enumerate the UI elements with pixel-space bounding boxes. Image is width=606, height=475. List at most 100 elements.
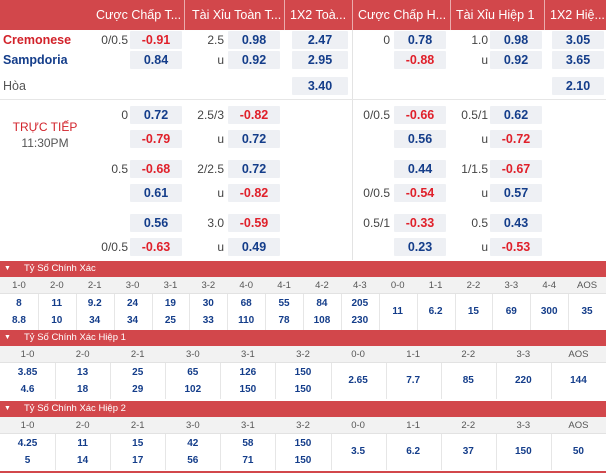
score-odds[interactable]: 85 [462,375,474,386]
score-odds[interactable]: 34 [127,315,139,326]
collapse-caret-icon[interactable]: ▼ [4,265,11,272]
score-odds[interactable]: 150 [294,438,312,449]
h1-hdp-odds-cell[interactable]: -0.66 [394,106,446,124]
score-odds[interactable]: 42 [187,438,199,449]
score-odds[interactable]: 34 [89,315,101,326]
h1-1x2-odds-cell[interactable]: 3.05 [552,31,604,49]
section-header[interactable]: ▼ Tỷ Số Chính Xác Hiệp 1 [0,330,606,346]
h1-ou-odds-cell[interactable]: 0.92 [490,51,542,69]
score-odds[interactable]: 3.5 [351,446,366,457]
score-odds[interactable]: 3.85 [17,367,38,378]
score-odds[interactable]: 19 [164,298,176,309]
score-odds[interactable]: 4.6 [20,384,35,395]
hdp-odds-cell[interactable]: -0.91 [130,31,182,49]
1x2-odds-cell[interactable]: 2.47 [292,31,348,49]
score-odds[interactable]: 25 [132,367,144,378]
score-odds[interactable]: 11 [392,306,403,317]
score-odds[interactable]: 110 [238,315,255,326]
hdp-odds-cell[interactable]: 0.56 [130,214,182,232]
score-odds[interactable]: 24 [127,298,139,309]
header-over-under-half[interactable]: Tài Xỉu Hiệp 1 [456,8,535,22]
header-handicap-half[interactable]: Cược Chấp H... [358,8,447,22]
score-odds[interactable]: 6.2 [406,446,421,457]
score-odds[interactable]: 2.65 [348,375,368,386]
h1-1x2-odds-cell[interactable]: 3.65 [552,51,604,69]
score-odds[interactable]: 14 [77,455,89,466]
hdp-odds-cell[interactable]: -0.63 [130,238,182,256]
score-odds[interactable]: 29 [132,384,144,395]
section-header[interactable]: ▼ Tỷ Số Chính Xác Hiệp 2 [0,401,606,417]
score-odds[interactable]: 50 [572,446,584,457]
header-handicap-full[interactable]: Cược Chấp T... [96,8,182,22]
h1-1x2-odds-cell[interactable]: 2.10 [552,77,604,95]
score-odds[interactable]: 4.25 [17,438,38,449]
score-odds[interactable]: 150 [294,455,312,466]
score-odds[interactable]: 150 [239,384,257,395]
h1-hdp-odds-cell[interactable]: -0.88 [394,51,446,69]
score-odds[interactable]: 56 [187,455,199,466]
score-odds[interactable]: 230 [351,315,369,326]
h1-hdp-odds-cell[interactable]: -0.54 [394,184,446,202]
1x2-odds-cell[interactable]: 3.40 [292,77,348,95]
ou-odds-cell[interactable]: 0.98 [228,31,280,49]
score-odds[interactable]: 68 [240,298,252,309]
score-odds[interactable]: 102 [184,384,202,395]
away-team-name[interactable]: Sampdoria [3,53,68,67]
score-odds[interactable]: 150 [294,367,312,378]
score-odds[interactable]: 8 [16,298,22,309]
ou-odds-cell[interactable]: 0.72 [228,160,280,178]
ou-odds-cell[interactable]: 0.92 [228,51,280,69]
score-odds[interactable]: 300 [540,306,558,317]
home-team-name[interactable]: Cremonese [3,33,72,47]
score-odds[interactable]: 6.2 [428,306,443,317]
score-odds[interactable]: 15 [467,306,479,317]
hdp-odds-cell[interactable]: 0.61 [130,184,182,202]
score-odds[interactable]: 65 [187,367,199,378]
ou-odds-cell[interactable]: 0.72 [228,130,280,148]
h1-ou-odds-cell[interactable]: -0.67 [490,160,542,178]
score-odds[interactable]: 33 [202,315,214,326]
section-header[interactable]: ▼ Tỷ Số Chính Xác [0,261,606,277]
score-odds[interactable]: 220 [515,375,532,386]
h1-hdp-odds-cell[interactable]: 0.44 [394,160,446,178]
score-odds[interactable]: 150 [294,384,312,395]
hdp-odds-cell[interactable]: -0.79 [130,130,182,148]
score-odds[interactable]: 126 [239,367,257,378]
h1-hdp-odds-cell[interactable]: -0.33 [394,214,446,232]
h1-hdp-odds-cell[interactable]: 0.78 [394,31,446,49]
header-1x2-full[interactable]: 1X2 Toà... [290,8,347,22]
score-odds[interactable]: 9.2 [87,298,102,309]
score-odds[interactable]: 35 [581,306,593,317]
score-odds[interactable]: 69 [505,306,517,317]
score-odds[interactable]: 15 [132,438,144,449]
score-odds[interactable]: 25 [164,315,176,326]
collapse-caret-icon[interactable]: ▼ [4,334,11,341]
hdp-odds-cell[interactable]: 0.72 [130,106,182,124]
h1-ou-odds-cell[interactable]: 0.57 [490,184,542,202]
hdp-odds-cell[interactable]: 0.84 [130,51,182,69]
score-odds[interactable]: 78 [278,315,290,326]
score-odds[interactable]: 18 [77,384,89,395]
h1-ou-odds-cell[interactable]: 0.98 [490,31,542,49]
header-1x2-half[interactable]: 1X2 Hiệ... [550,8,605,22]
score-odds[interactable]: 13 [77,367,89,378]
score-odds[interactable]: 30 [202,298,214,309]
score-odds[interactable]: 10 [51,315,63,326]
score-odds[interactable]: 37 [462,446,474,457]
h1-hdp-odds-cell[interactable]: 0.23 [394,238,446,256]
h1-ou-odds-cell[interactable]: -0.72 [490,130,542,148]
h1-hdp-odds-cell[interactable]: 0.56 [394,130,446,148]
h1-ou-odds-cell[interactable]: 0.43 [490,214,542,232]
1x2-odds-cell[interactable]: 2.95 [292,51,348,69]
score-odds[interactable]: 5 [24,455,31,466]
score-odds[interactable]: 205 [351,298,369,309]
h1-ou-odds-cell[interactable]: -0.53 [490,238,542,256]
score-odds[interactable]: 11 [51,298,63,309]
score-odds[interactable]: 84 [316,298,328,309]
score-odds[interactable]: 17 [132,455,144,466]
h1-ou-odds-cell[interactable]: 0.62 [490,106,542,124]
score-odds[interactable]: 150 [515,446,532,457]
ou-odds-cell[interactable]: -0.59 [228,214,280,232]
score-odds[interactable]: 71 [242,455,254,466]
score-odds[interactable]: 55 [278,298,290,309]
